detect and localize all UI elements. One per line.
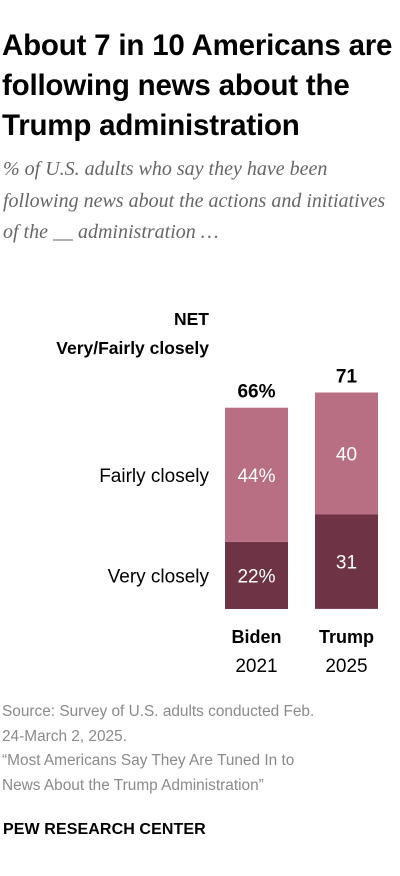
source-note: Source: Survey of U.S. adults conducted … [2,700,396,798]
source-line-1: Source: Survey of U.S. adults conducted … [2,703,315,720]
category-label-biden: Biden [231,627,281,647]
value-label-fairly-closely-trump: 40 [336,445,357,466]
report-title-line-1: “Most Americans Say They Are Tuned In to [2,752,295,769]
value-label-very-closely-biden: 22% [237,566,275,587]
chart-subtitle: % of U.S. adults who say they have been … [3,158,386,243]
category-label-trump: Trump [319,627,374,647]
bar-fairly-closely-trump [315,392,378,515]
net-value-label-trump: 71 [336,367,358,388]
net-label-line2: Very/Fairly closely [56,338,209,358]
bar-fairly-closely-biden [225,407,288,542]
source-line-2: 24-March 2, 2025. [2,727,127,745]
report-title-line-2: News About the Trump Administration” [2,776,264,794]
chart-title: About 7 in 10 Americans are following ne… [2,29,393,142]
pew-research-center-logo: PEW RESEARCH CENTER [3,821,206,838]
category-year-biden: 2021 [235,656,277,677]
value-label-very-closely-trump: 31 [336,553,357,574]
series-label-fairly-closely: Fairly closely [99,466,209,487]
stacked-bar-chart: NET Very/Fairly closely Very closely Fair… [56,309,378,677]
net-label-line1: NET [174,309,209,329]
bar-very-closely-trump [315,514,378,609]
series-label-very-closely: Very closely [108,566,210,587]
value-label-fairly-closely-biden: 44% [237,466,275,487]
net-value-label-biden: 66% [237,382,275,403]
bar-very-closely-biden [225,541,288,609]
category-year-trump: 2025 [325,656,367,677]
